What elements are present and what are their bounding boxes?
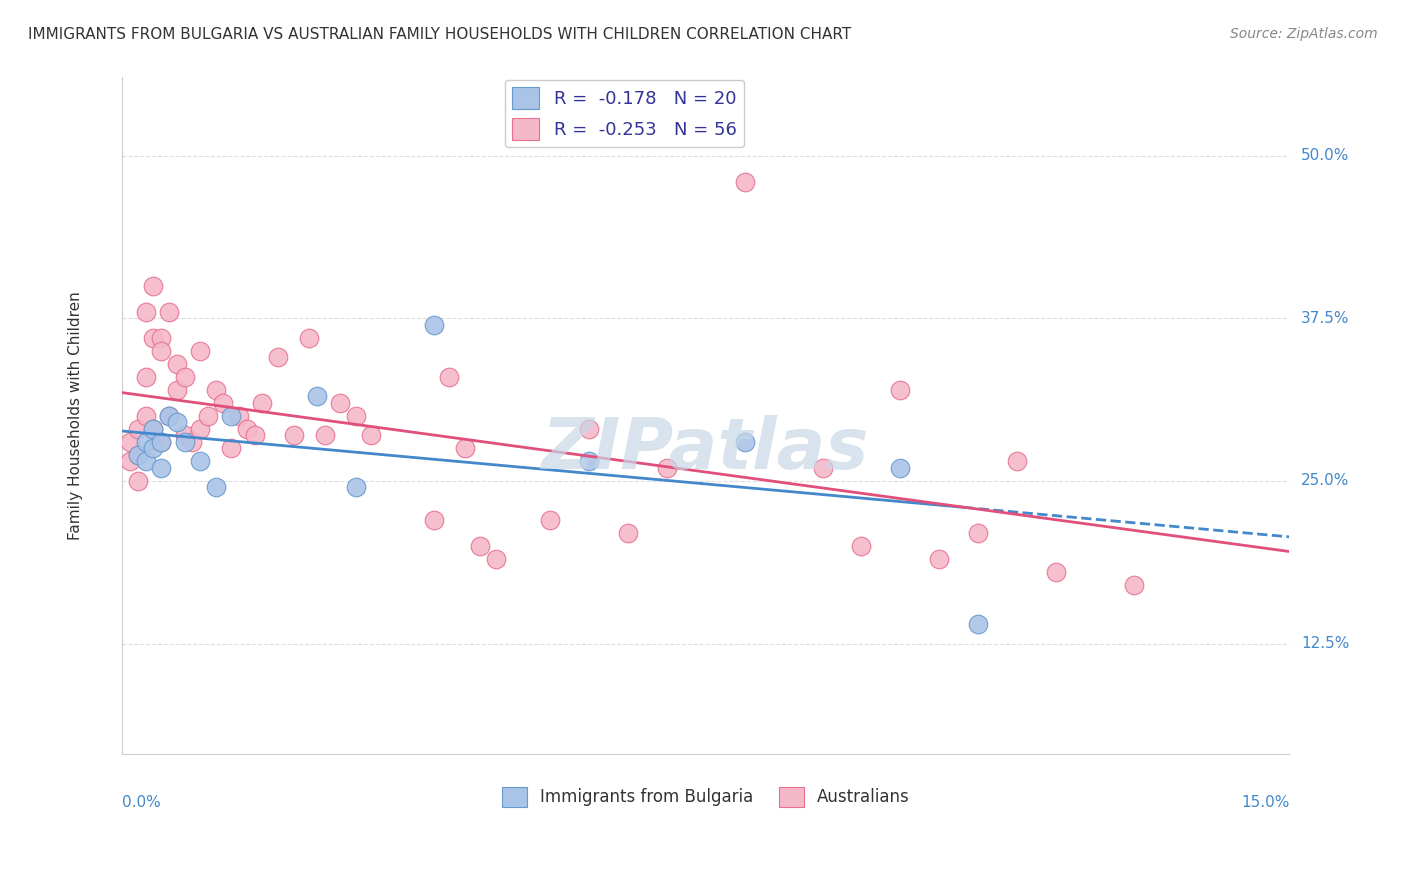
Point bbox=[127, 448, 149, 462]
Point bbox=[470, 539, 492, 553]
Point bbox=[173, 434, 195, 449]
Point bbox=[142, 442, 165, 456]
Text: ZIPatlas: ZIPatlas bbox=[543, 415, 869, 484]
Point bbox=[135, 369, 157, 384]
Point bbox=[142, 331, 165, 345]
Point bbox=[734, 175, 756, 189]
Point bbox=[928, 552, 950, 566]
Point bbox=[188, 343, 211, 358]
Point bbox=[142, 422, 165, 436]
Point bbox=[889, 461, 911, 475]
Point bbox=[578, 422, 600, 436]
Point bbox=[344, 409, 367, 423]
Point bbox=[1005, 454, 1028, 468]
Point bbox=[967, 525, 990, 540]
Point bbox=[422, 318, 444, 332]
Point bbox=[157, 409, 180, 423]
Point bbox=[437, 369, 460, 384]
Point bbox=[485, 552, 508, 566]
Point bbox=[166, 415, 188, 429]
Point bbox=[127, 474, 149, 488]
Point bbox=[157, 409, 180, 423]
Point bbox=[1045, 565, 1067, 579]
Text: 12.5%: 12.5% bbox=[1301, 636, 1350, 651]
Text: IMMIGRANTS FROM BULGARIA VS AUSTRALIAN FAMILY HOUSEHOLDS WITH CHILDREN CORRELATI: IMMIGRANTS FROM BULGARIA VS AUSTRALIAN F… bbox=[28, 27, 852, 42]
Point bbox=[166, 383, 188, 397]
Point bbox=[252, 396, 274, 410]
Point bbox=[617, 525, 640, 540]
Point bbox=[305, 389, 328, 403]
Point bbox=[212, 396, 235, 410]
Text: 15.0%: 15.0% bbox=[1241, 795, 1289, 810]
Point bbox=[181, 434, 204, 449]
Point bbox=[173, 369, 195, 384]
Point bbox=[329, 396, 352, 410]
Point bbox=[204, 480, 226, 494]
Point bbox=[197, 409, 219, 423]
Point bbox=[314, 428, 336, 442]
Point bbox=[150, 331, 173, 345]
Text: Family Households with Children: Family Households with Children bbox=[67, 292, 83, 541]
Point bbox=[298, 331, 321, 345]
Point bbox=[219, 442, 242, 456]
Point bbox=[453, 442, 475, 456]
Point bbox=[150, 434, 173, 449]
Text: Source: ZipAtlas.com: Source: ZipAtlas.com bbox=[1230, 27, 1378, 41]
Point bbox=[204, 383, 226, 397]
Point bbox=[150, 343, 173, 358]
Point bbox=[173, 428, 195, 442]
Point bbox=[228, 409, 250, 423]
Point bbox=[344, 480, 367, 494]
Point bbox=[135, 409, 157, 423]
Point bbox=[142, 422, 165, 436]
Text: 50.0%: 50.0% bbox=[1301, 148, 1350, 163]
Point bbox=[578, 454, 600, 468]
Point bbox=[150, 434, 173, 449]
Point bbox=[655, 461, 678, 475]
Point bbox=[243, 428, 266, 442]
Point bbox=[889, 383, 911, 397]
Point bbox=[188, 454, 211, 468]
Point bbox=[150, 461, 173, 475]
Point bbox=[283, 428, 305, 442]
Point bbox=[219, 409, 242, 423]
Point bbox=[120, 454, 142, 468]
Point bbox=[135, 304, 157, 318]
Point bbox=[538, 513, 561, 527]
Legend: Immigrants from Bulgaria, Australians: Immigrants from Bulgaria, Australians bbox=[495, 780, 917, 814]
Text: 0.0%: 0.0% bbox=[122, 795, 162, 810]
Point bbox=[734, 434, 756, 449]
Point bbox=[142, 278, 165, 293]
Point bbox=[188, 422, 211, 436]
Point bbox=[135, 434, 157, 449]
Point bbox=[127, 448, 149, 462]
Point bbox=[1122, 578, 1144, 592]
Point bbox=[360, 428, 382, 442]
Text: 25.0%: 25.0% bbox=[1301, 474, 1350, 489]
Point bbox=[811, 461, 834, 475]
Point bbox=[851, 539, 873, 553]
Point bbox=[267, 351, 290, 365]
Point bbox=[422, 513, 444, 527]
Point bbox=[120, 434, 142, 449]
Point bbox=[967, 617, 990, 632]
Point bbox=[127, 422, 149, 436]
Point bbox=[166, 357, 188, 371]
Point bbox=[236, 422, 259, 436]
Point bbox=[135, 454, 157, 468]
Text: 37.5%: 37.5% bbox=[1301, 310, 1350, 326]
Point bbox=[157, 304, 180, 318]
